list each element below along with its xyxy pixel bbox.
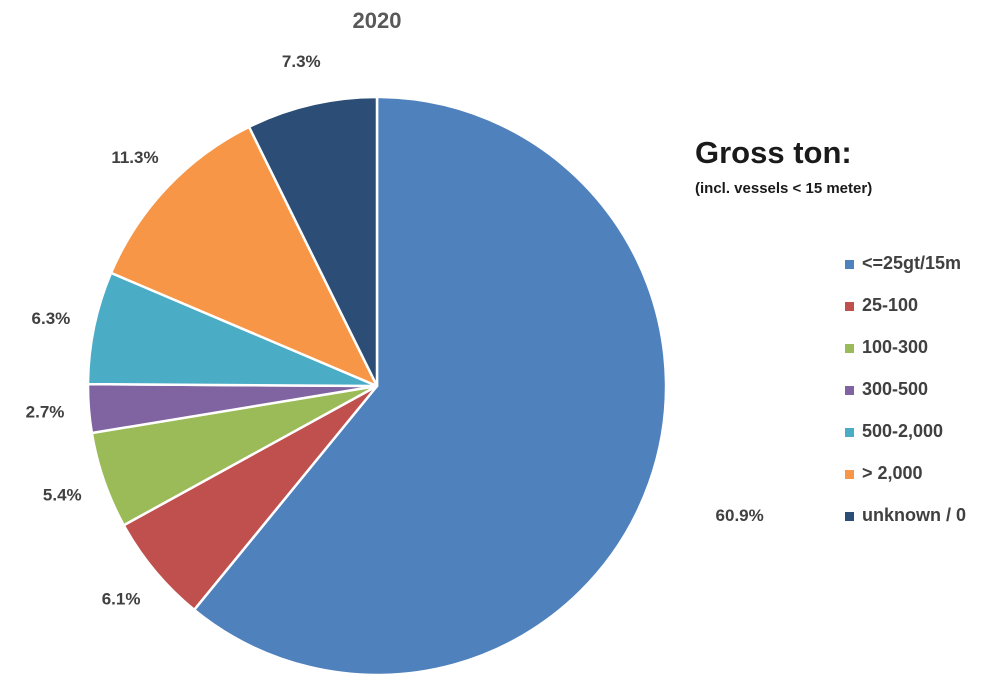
pie-slice-unknown-0: [247, 95, 379, 388]
legend-label: unknown / 0: [862, 505, 967, 525]
legend-label: 300-500: [862, 379, 929, 399]
legend-label: 500-2,000: [862, 421, 944, 441]
legend-item-300-500: 300-500: [845, 379, 966, 421]
legend-swatch: [845, 260, 854, 269]
chart-title: 2020: [352, 8, 402, 33]
data-label-2-000: 11.3%: [111, 148, 158, 167]
legend: <=25gt/15m 25-100 100-300 300-500 500-2,000 >…: [845, 253, 966, 547]
pie-slice-25gt-15m: [192, 95, 668, 677]
legend-swatch: [845, 470, 854, 479]
legend-item-500-2-000: 500-2,000: [845, 421, 966, 463]
legend-label: <=25gt/15m: [862, 253, 962, 273]
legend-item-25-100: 25-100: [845, 295, 966, 337]
legend-swatch: [845, 302, 854, 311]
data-label-500-2-000: 6.3%: [32, 309, 71, 328]
pie-slice-500-2-000: [86, 271, 379, 388]
legend-item-100-300: 100-300: [845, 337, 966, 379]
legend-label: 100-300: [862, 337, 929, 357]
legend-label: > 2,000: [862, 463, 923, 483]
legend-swatch: [845, 344, 854, 353]
legend-subtitle: (incl. vessels < 15 meter): [695, 180, 873, 197]
legend-swatch: [845, 512, 854, 521]
data-label-100-300: 5.4%: [43, 485, 82, 504]
data-label-unknown-0: 7.3%: [282, 52, 321, 71]
legend-label: 25-100: [862, 295, 919, 315]
legend-swatch: [845, 386, 854, 395]
legend-swatch: [845, 428, 854, 437]
legend-item-25gt-15m: <=25gt/15m: [845, 253, 966, 295]
pie-slice-2-000: [109, 125, 379, 388]
legend-item-unknown-0: unknown / 0: [845, 505, 966, 547]
data-label-300-500: 2.7%: [26, 403, 65, 422]
legend-title: Gross ton:: [695, 135, 852, 170]
data-label-25gt-15m: 60.9%: [716, 506, 764, 525]
legend-item-2-000: > 2,000: [845, 463, 966, 505]
data-label-25-100: 6.1%: [102, 590, 141, 609]
